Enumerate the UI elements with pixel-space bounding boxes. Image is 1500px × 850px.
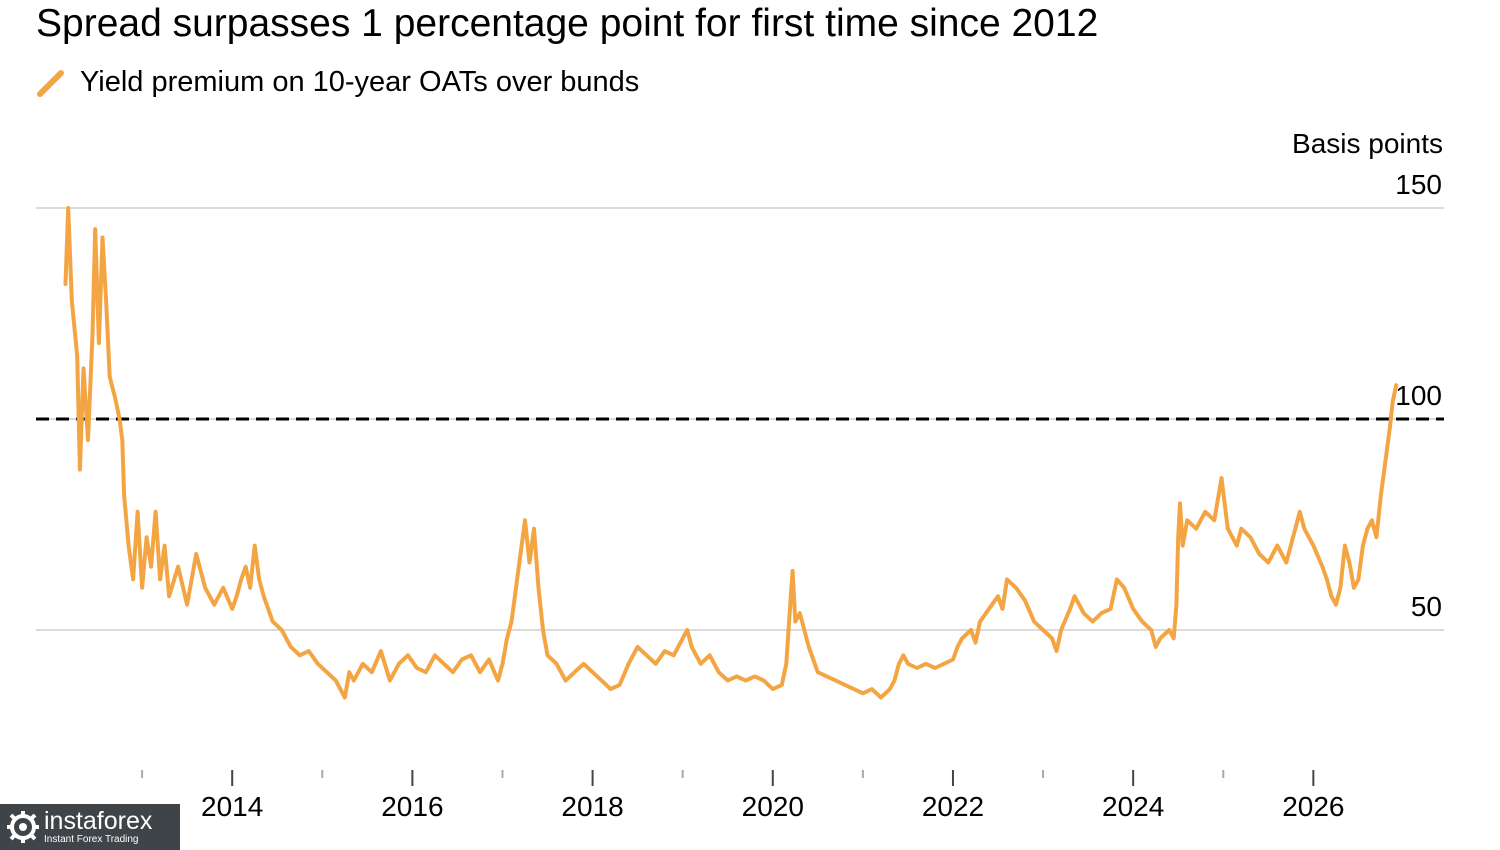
x-tick-label-2014: 2014 xyxy=(201,791,263,822)
legend-label: Yield premium on 10-year OATs over bunds xyxy=(80,66,640,98)
y-tick-label-100: 100 xyxy=(1395,380,1442,411)
x-tick-label-2024: 2024 xyxy=(1102,791,1164,822)
y-tick-label-150: 150 xyxy=(1395,169,1442,200)
watermark: instaforex Instant Forex Trading xyxy=(0,804,180,850)
legend-swatch xyxy=(37,69,64,97)
x-tick-label-2016: 2016 xyxy=(381,791,443,822)
y-tick-label-50: 50 xyxy=(1411,591,1442,622)
x-tick-label-2020: 2020 xyxy=(742,791,804,822)
chart-title: Spread surpasses 1 percentage point for … xyxy=(36,2,1099,45)
legend: Yield premium on 10-year OATs over bunds xyxy=(36,66,639,99)
instaforex-logo-icon xyxy=(7,811,39,843)
x-tick-label-2026: 2026 xyxy=(1282,791,1344,822)
series-line-oat-bund-spread xyxy=(63,206,1399,700)
x-tick-label-2018: 2018 xyxy=(561,791,623,822)
watermark-brand: instaforex xyxy=(44,807,153,835)
x-tick-label-2022: 2022 xyxy=(922,791,984,822)
watermark-tagline: Instant Forex Trading xyxy=(44,834,139,845)
y-axis-label: Basis points xyxy=(1292,128,1443,159)
